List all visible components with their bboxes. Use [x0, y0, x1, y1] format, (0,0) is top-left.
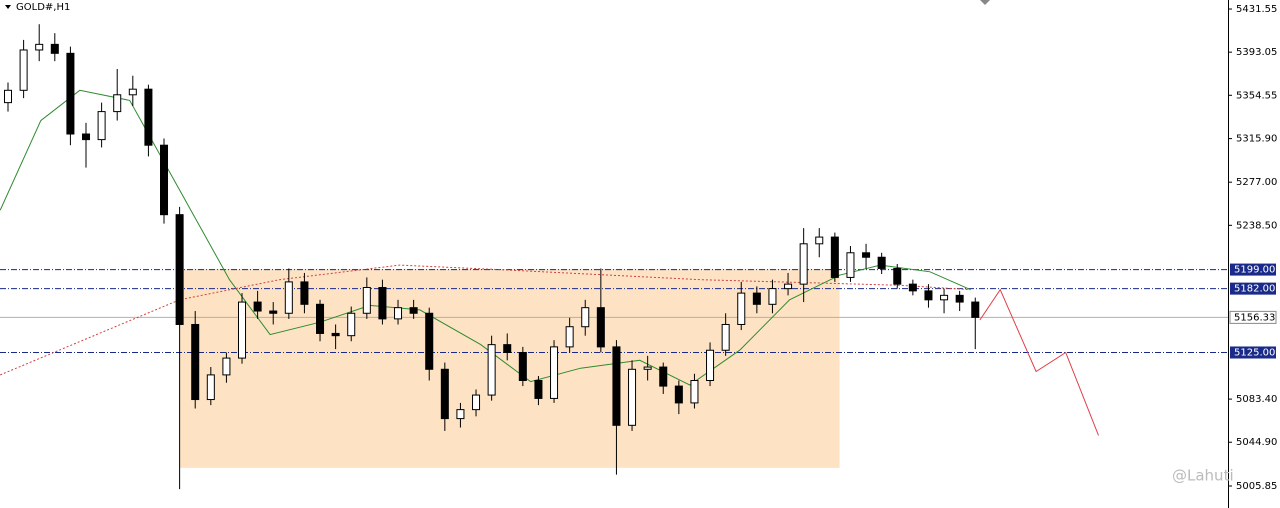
candle-body — [518, 351, 527, 381]
y-tick-label: 5083.40 — [1236, 394, 1277, 405]
candle-body — [815, 236, 824, 245]
candle-body — [238, 301, 247, 359]
candle-body — [269, 310, 278, 314]
candle-body — [378, 287, 387, 320]
y-tick-label: 5393.05 — [1236, 47, 1277, 58]
candle-body — [81, 133, 91, 141]
candle-body — [799, 243, 808, 285]
candle-body — [347, 312, 356, 337]
candle-body — [97, 111, 106, 141]
symbol-menu-icon — [5, 5, 11, 9]
candle-body — [35, 43, 44, 51]
candle-body — [316, 303, 325, 334]
candle-body — [737, 292, 746, 325]
candle-body — [940, 294, 949, 301]
candle-body — [331, 332, 340, 337]
candle-body — [191, 323, 200, 401]
candle-body — [908, 283, 917, 292]
candle-body — [674, 385, 683, 404]
candle-body — [706, 349, 715, 381]
candle-body — [284, 281, 293, 314]
candle-body — [534, 379, 543, 399]
y-tick-label: 5354.55 — [1236, 90, 1277, 101]
indicator-line — [0, 264, 971, 376]
level-label-box — [1230, 282, 1276, 295]
candle-body — [113, 94, 122, 113]
y-tick-label: 5238.50 — [1236, 220, 1277, 231]
candle-body — [144, 88, 153, 146]
level-label: 5182.00 — [1234, 284, 1275, 295]
level-label: 5125.00 — [1234, 347, 1275, 358]
candle-body — [253, 301, 262, 312]
candle-body — [3, 89, 13, 104]
chart-title: GOLD#,H1 — [16, 2, 70, 13]
candle-body — [565, 326, 574, 348]
candle-body — [362, 287, 371, 314]
y-tick-label: 5005.85 — [1236, 481, 1277, 492]
plot-area — [0, 24, 1228, 490]
candle-body — [425, 312, 434, 370]
last-price-label: 5156.33 — [1234, 312, 1275, 323]
candle-body — [924, 290, 933, 301]
candle-body — [160, 144, 169, 216]
candle-body — [222, 357, 231, 376]
candle-body — [659, 366, 668, 387]
y-tick-label: 5315.90 — [1236, 134, 1277, 145]
candle-body — [612, 346, 621, 426]
candle-body — [862, 252, 871, 258]
candle-body — [768, 288, 777, 305]
scroll-marker — [980, 0, 990, 5]
level-label-box — [1230, 263, 1276, 276]
candle-body — [456, 409, 465, 420]
candle-body — [50, 43, 59, 54]
candle-body — [643, 366, 652, 370]
candle-body — [300, 281, 309, 305]
candle-body — [487, 344, 496, 396]
candle-body — [440, 368, 449, 420]
y-tick-label: 5277.00 — [1236, 177, 1277, 188]
candle-body — [128, 88, 137, 96]
candle-body — [752, 292, 761, 305]
candle-body — [206, 374, 215, 401]
level-label: 5199.00 — [1234, 265, 1275, 276]
candle-body — [503, 344, 512, 353]
candle-body — [877, 256, 886, 269]
candle-body — [628, 368, 637, 426]
candle-body — [596, 307, 605, 348]
indicator-line — [979, 288, 1099, 436]
candle-body — [394, 307, 403, 320]
candle-body — [784, 283, 793, 290]
candle-body — [581, 307, 590, 328]
candle-body — [955, 294, 964, 303]
candle-body — [846, 252, 855, 278]
candle-body — [721, 323, 730, 351]
level-label-box — [1230, 346, 1276, 359]
candle-body — [472, 394, 481, 411]
last-price-box — [1229, 310, 1277, 324]
candle-body — [971, 301, 980, 318]
candle-body — [690, 379, 699, 404]
candle-body — [175, 214, 184, 325]
candle-body — [19, 49, 28, 91]
watermark: @Lahuti — [1172, 467, 1234, 485]
candle-body — [409, 307, 418, 314]
candle-body — [550, 346, 559, 399]
candle-body — [66, 52, 75, 135]
y-tick-label: 5431.55 — [1236, 4, 1277, 15]
candle-body — [893, 267, 902, 285]
y-tick-label: 5044.90 — [1236, 437, 1277, 448]
candle-body — [830, 236, 839, 278]
